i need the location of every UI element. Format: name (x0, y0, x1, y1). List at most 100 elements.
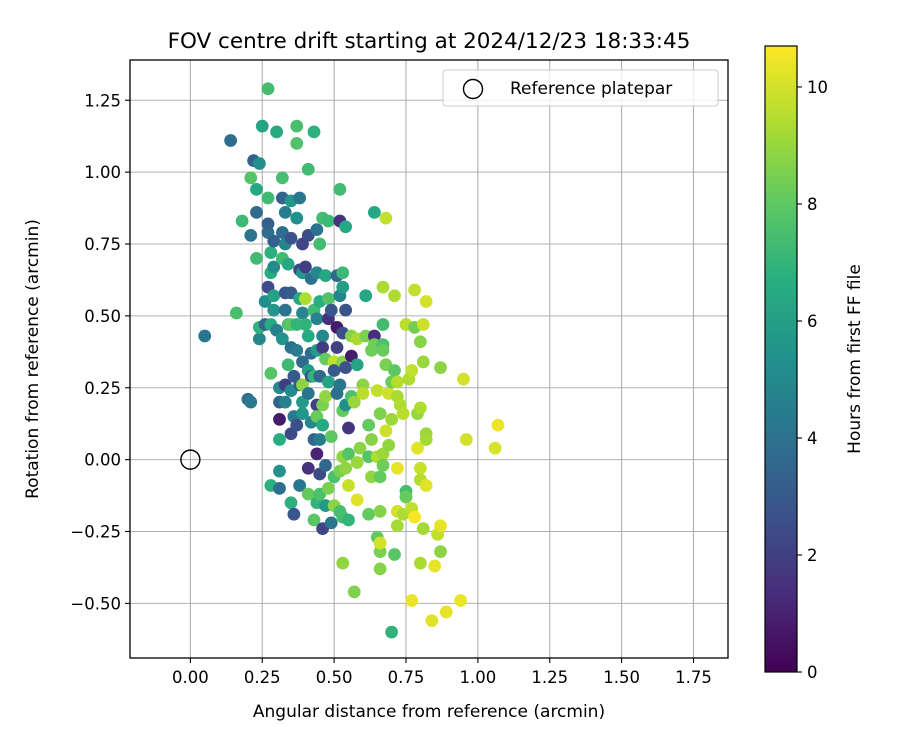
reference-marker-group (180, 449, 201, 470)
data-point (270, 125, 284, 139)
data-point (327, 364, 341, 377)
data-point (336, 280, 350, 294)
data-point (342, 421, 355, 435)
data-point (298, 292, 312, 306)
reference-marker (180, 449, 201, 470)
data-point (373, 470, 387, 484)
y-tick-label: 0.00 (84, 451, 121, 470)
x-axis-label: Angular distance from reference (arcmin) (253, 702, 605, 722)
data-point (373, 504, 387, 518)
x-tick-label: 0.75 (388, 668, 425, 687)
data-point (301, 162, 315, 176)
colorbar-tick-label: 4 (807, 429, 818, 448)
data-point (416, 318, 430, 331)
data-point (373, 562, 387, 576)
data-point (319, 269, 332, 283)
grid-lines (130, 60, 728, 658)
data-point (373, 536, 387, 550)
data-point (290, 119, 304, 133)
data-point (229, 306, 243, 320)
data-point (273, 464, 286, 478)
data-point (347, 585, 361, 599)
data-point (324, 430, 338, 444)
data-point (321, 292, 335, 306)
y-ticks: −0.50 −0.25 0.00 0.25 0.50 0.75 1.00 1.25 (70, 91, 130, 613)
data-point (428, 559, 442, 573)
plot-area-frame (129, 59, 729, 659)
data-point (255, 119, 269, 133)
y-tick-label: −0.50 (70, 594, 121, 613)
data-point (376, 458, 390, 472)
data-point (399, 490, 413, 504)
data-point (301, 487, 315, 501)
x-tick-label: 1.50 (603, 668, 640, 687)
data-point (293, 479, 307, 492)
data-point (411, 441, 424, 455)
data-point (359, 289, 373, 303)
data-point (356, 387, 370, 400)
data-point (321, 375, 335, 389)
data-point (339, 303, 353, 317)
data-point (224, 134, 238, 147)
data-point (339, 220, 353, 234)
data-point (396, 407, 410, 421)
data-point (321, 214, 335, 228)
data-point (413, 401, 427, 415)
legend-reference-icon (462, 78, 484, 100)
data-point (301, 329, 315, 343)
x-ticks: 0.00 0.25 0.50 0.75 1.00 1.25 1.50 1.75 (172, 658, 712, 687)
data-point (301, 387, 315, 400)
data-point (367, 205, 381, 219)
data-point (419, 433, 433, 446)
data-point (385, 412, 399, 426)
data-point (252, 157, 266, 170)
x-tick-label: 1.75 (675, 668, 712, 687)
data-point (264, 366, 278, 380)
colorbar-gradient (764, 45, 798, 673)
colorbar-tick-label: 0 (807, 663, 818, 682)
data-point (434, 519, 447, 533)
data-point (267, 289, 281, 303)
data-point (330, 341, 344, 354)
data-point (388, 548, 401, 561)
data-point (342, 447, 355, 461)
data-point (252, 332, 266, 346)
data-point (313, 237, 327, 251)
data-point (385, 625, 399, 639)
y-tick-label: 0.50 (84, 307, 121, 326)
data-point (284, 231, 298, 245)
data-point (459, 433, 473, 446)
data-point (413, 461, 427, 475)
data-point (342, 513, 355, 527)
y-tick-label: 0.75 (84, 235, 121, 254)
data-point (319, 389, 332, 403)
data-point (388, 364, 401, 377)
data-point (298, 260, 312, 274)
data-point (413, 335, 427, 349)
data-point (275, 171, 289, 185)
data-point (319, 458, 332, 472)
data-point (278, 395, 292, 409)
y-tick-label: 0.25 (84, 379, 121, 398)
data-point (310, 223, 324, 237)
data-point (301, 461, 315, 475)
data-point (261, 217, 275, 231)
data-point (275, 332, 289, 346)
data-point (267, 234, 281, 248)
data-point (408, 283, 422, 297)
data-point (310, 447, 324, 461)
data-point (350, 358, 364, 372)
data-point (284, 496, 298, 510)
colorbar-ticks: 0 2 4 6 8 10 (797, 78, 828, 682)
data-point (244, 228, 258, 242)
data-point (382, 438, 396, 452)
data-point (313, 433, 327, 446)
data-point (488, 441, 502, 455)
data-point (273, 412, 286, 426)
data-point (296, 306, 309, 320)
data-point (362, 418, 376, 432)
data-point (390, 519, 404, 533)
data-point (339, 461, 353, 475)
colorbar-tick-label: 10 (807, 78, 828, 97)
